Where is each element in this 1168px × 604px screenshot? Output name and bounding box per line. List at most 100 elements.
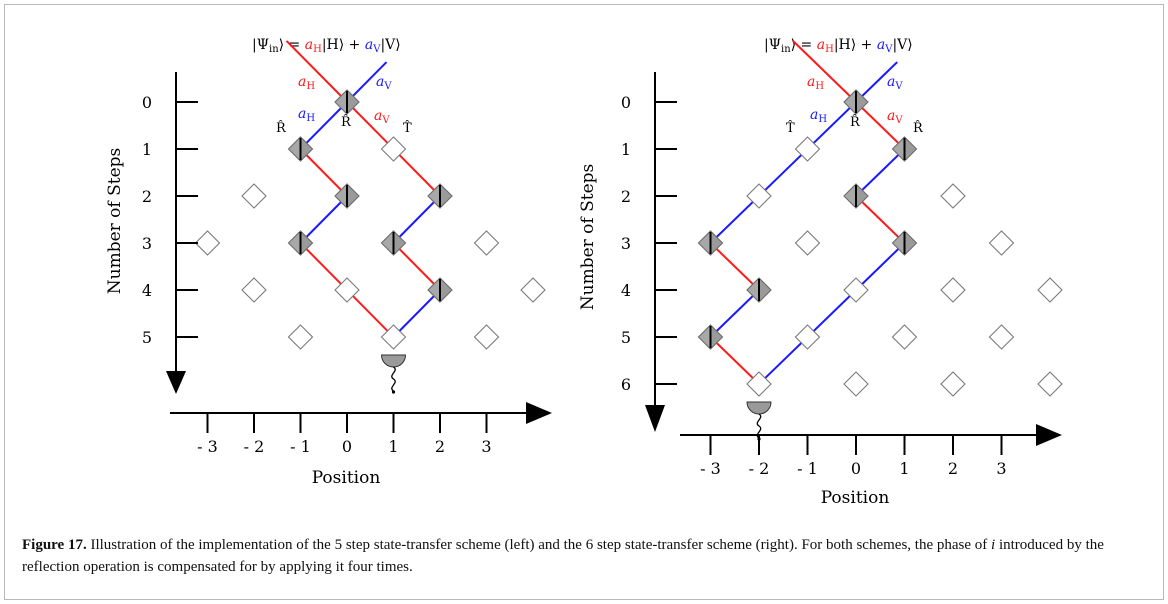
- inactive-diamond: [1037, 277, 1063, 303]
- inactive-node: [1037, 371, 1063, 397]
- inactive-diamond: [241, 183, 267, 209]
- y-axis-label-right: Number of Steps: [578, 164, 598, 311]
- beam-segment: [392, 242, 441, 291]
- beam-segment: [855, 101, 906, 150]
- inactive-node: [746, 183, 772, 209]
- inactive-diamond: [794, 324, 821, 350]
- active-beam-splitter: [287, 230, 314, 256]
- step-tick-label: 4: [142, 281, 152, 300]
- beam-segment: [392, 289, 441, 338]
- step-tick-label: 2: [621, 187, 631, 206]
- svg-text:aH: aH: [807, 74, 824, 92]
- active-beam-splitter: [334, 89, 360, 115]
- inactive-node: [380, 136, 407, 162]
- active-beam-splitter: [334, 183, 360, 209]
- figure-caption: Figure 17. Illustration of the implement…: [22, 534, 1147, 578]
- position-tick-label: - 1: [797, 459, 818, 478]
- active-beam-splitter: [697, 230, 724, 256]
- x-axis-label-right: Position: [821, 488, 890, 508]
- inactive-diamond: [380, 324, 407, 350]
- inactive-node: [473, 230, 500, 256]
- active-beam-splitter: [891, 230, 918, 256]
- inactive-diamond: [473, 230, 500, 256]
- step-tick-label: 1: [142, 140, 152, 159]
- beam-segment: [709, 336, 760, 385]
- step-tick-label: 1: [621, 140, 631, 159]
- inactive-diamond: [891, 324, 918, 350]
- state-transfer-diagram: |Ψin⟩ = aH|H⟩ + aV|V⟩ Number of Steps Po…: [105, 37, 1063, 508]
- nodes-right: [697, 89, 1063, 397]
- input-state-right: |Ψin⟩ = aH|H⟩ + aV|V⟩: [764, 37, 913, 55]
- position-tick-label: - 2: [749, 459, 770, 478]
- step-tick-label: 6: [621, 375, 631, 394]
- position-tick-label: 0: [851, 459, 861, 478]
- inactive-node: [794, 230, 821, 256]
- beam-segment: [346, 61, 388, 103]
- beam-segment: [709, 242, 760, 291]
- active-beam-splitter: [891, 136, 918, 162]
- inactive-node: [287, 324, 314, 350]
- detector-icon: [380, 354, 407, 394]
- beam-segment: [792, 40, 857, 103]
- svg-text:aV: aV: [887, 108, 903, 126]
- panel-6-step: |Ψin⟩ = aH|H⟩ + aV|V⟩ Number of Steps Po…: [578, 37, 1063, 508]
- position-tick-label: - 3: [700, 459, 721, 478]
- svg-text:aV: aV: [887, 74, 903, 92]
- inactive-diamond: [843, 277, 869, 303]
- step-tick-label: 5: [142, 328, 152, 347]
- active-beam-splitter: [843, 183, 869, 209]
- inactive-node: [380, 324, 407, 350]
- beam-segment: [299, 148, 348, 197]
- inactive-diamond: [794, 136, 821, 162]
- nodes-left: [194, 89, 546, 350]
- annotations-left: aH aV aH aV R̂ R̂ T̂: [276, 74, 412, 136]
- step-tick-label: 0: [621, 93, 631, 112]
- svg-text:T̂: T̂: [786, 120, 795, 136]
- inactive-diamond: [794, 230, 821, 256]
- ticks-right: 0 1 2 3 4 5 6 - 3 - 2 - 1 0 1 2 3: [621, 93, 1007, 478]
- inactive-node: [241, 183, 267, 209]
- inactive-node: [940, 371, 966, 397]
- paths-left: [285, 40, 441, 338]
- inactive-diamond: [473, 324, 500, 350]
- beam-segment: [855, 195, 906, 244]
- active-beam-splitter: [427, 277, 453, 303]
- beam-segment: [299, 195, 348, 244]
- position-axis-right: [680, 424, 1062, 446]
- inactive-diamond: [334, 277, 360, 303]
- beam-segment: [285, 40, 348, 103]
- caption-label: Figure 17.: [22, 537, 87, 553]
- step-axis-left: [166, 72, 186, 394]
- figure-frame: [4, 4, 1164, 600]
- inactive-diamond: [746, 183, 772, 209]
- active-beam-splitter: [697, 324, 724, 350]
- annotations-right: aH aV aH aV T̂ R̂ R̂: [786, 74, 924, 136]
- panel-5-step: |Ψin⟩ = aH|H⟩ + aV|V⟩ Number of Steps Po…: [105, 37, 552, 488]
- step-tick-label: 3: [621, 234, 631, 253]
- inactive-node: [843, 371, 869, 397]
- inactive-diamond: [843, 371, 869, 397]
- step-tick-label: 2: [142, 187, 152, 206]
- inactive-diamond: [746, 371, 772, 397]
- svg-text:aH: aH: [298, 74, 315, 92]
- active-beam-splitter: [380, 230, 407, 256]
- beam-segment: [299, 101, 348, 150]
- inactive-diamond: [194, 230, 221, 256]
- svg-text:aV: aV: [376, 74, 392, 92]
- active-beam-splitter: [746, 277, 772, 303]
- position-tick-label: - 2: [244, 437, 265, 456]
- position-tick-label: - 1: [290, 437, 311, 456]
- detector-icon: [746, 401, 772, 441]
- beam-segment: [392, 195, 441, 244]
- beam-segment: [709, 289, 760, 338]
- inactive-node: [988, 230, 1015, 256]
- inactive-node: [940, 277, 966, 303]
- x-axis-label-left: Position: [312, 468, 381, 488]
- active-beam-splitter: [843, 89, 869, 115]
- inactive-node: [891, 324, 918, 350]
- position-tick-label: 2: [948, 459, 958, 478]
- inactive-node: [794, 136, 821, 162]
- inactive-node: [940, 183, 966, 209]
- inactive-node: [520, 277, 546, 303]
- inactive-diamond: [287, 324, 314, 350]
